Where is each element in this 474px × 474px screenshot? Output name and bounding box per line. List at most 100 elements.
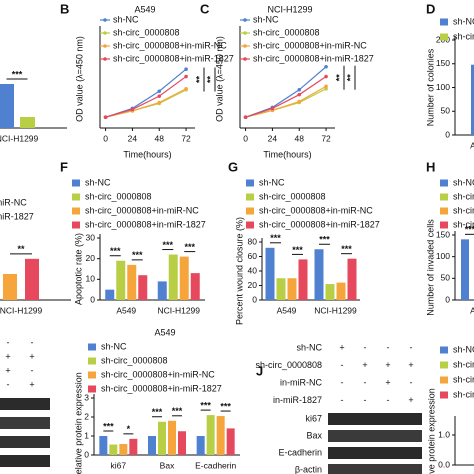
legend-label: sh-circ_0000808 bbox=[259, 191, 326, 201]
legend-label: sh-circ_0000808+in-miR-1827 bbox=[453, 389, 474, 399]
y-tick-label: 150 bbox=[436, 229, 450, 239]
sign: + bbox=[5, 365, 10, 375]
sign: + bbox=[29, 379, 34, 389]
bar bbox=[3, 274, 17, 300]
legend-swatch bbox=[440, 221, 448, 229]
y-tick-label: 0.0 bbox=[438, 459, 450, 469]
bar bbox=[226, 428, 235, 455]
annotation: ** bbox=[194, 75, 204, 83]
legend-swatch bbox=[243, 57, 247, 61]
line-series bbox=[245, 76, 327, 118]
bar bbox=[99, 436, 108, 455]
annotation: ** bbox=[345, 74, 355, 82]
x-tick-label: NCI-H1299 bbox=[157, 305, 200, 315]
bar bbox=[168, 420, 176, 455]
y-axis-label: Apoptotic rate (%) bbox=[73, 233, 83, 305]
legend-swatch bbox=[440, 376, 448, 384]
sign: - bbox=[31, 365, 34, 375]
bar bbox=[148, 436, 156, 455]
point bbox=[103, 115, 108, 120]
legend-swatch bbox=[440, 193, 448, 201]
sign: - bbox=[364, 342, 367, 352]
bar bbox=[157, 281, 167, 300]
legend-label: sh-circ_0000808+in-miR-NC bbox=[253, 40, 367, 50]
sign: - bbox=[387, 395, 390, 405]
legend-label: sh-circ_0000808+in-miR-NC bbox=[101, 369, 215, 379]
condition-label: in-miR-NC bbox=[280, 377, 322, 387]
sign: - bbox=[341, 360, 344, 370]
legend-label: sh-circ_0000808+in-miR-1827 bbox=[113, 53, 234, 63]
legend-swatch bbox=[440, 346, 448, 354]
bar bbox=[276, 278, 286, 300]
legend-swatch bbox=[246, 207, 254, 215]
bar bbox=[471, 64, 474, 135]
legend-swatch bbox=[246, 221, 254, 229]
y-tick-label: 80 bbox=[248, 236, 258, 246]
y-tick-label: 100 bbox=[436, 82, 450, 92]
y-axis-label: Relative protein expression bbox=[426, 388, 436, 474]
bar bbox=[0, 84, 14, 128]
point bbox=[297, 99, 302, 104]
sign: + bbox=[362, 360, 367, 370]
annotation: *** bbox=[162, 240, 173, 250]
point bbox=[184, 67, 188, 71]
line-series bbox=[105, 88, 187, 118]
annotation: *** bbox=[152, 407, 163, 417]
point bbox=[297, 92, 302, 97]
legend-swatch bbox=[440, 18, 448, 26]
legend-swatch bbox=[72, 193, 80, 201]
protein-label: β-actin bbox=[295, 464, 322, 474]
chart-title: A549 bbox=[154, 327, 175, 337]
x-tick-label: 48 bbox=[155, 133, 165, 143]
y-tick-label: 40 bbox=[248, 265, 258, 275]
x-tick-label: 72 bbox=[321, 133, 331, 143]
legend-swatch bbox=[440, 207, 448, 215]
bar bbox=[127, 264, 137, 300]
legend-label: sh-circ_0000808+in-miR-NC bbox=[259, 205, 373, 215]
legend-swatch bbox=[243, 31, 247, 35]
band bbox=[328, 430, 422, 442]
x-tick-label: A549 bbox=[470, 140, 474, 150]
legend-label: sh-NC bbox=[259, 177, 285, 187]
sign: + bbox=[5, 351, 10, 361]
legend-label: sh-NC bbox=[453, 344, 474, 354]
y-tick-label: 1 bbox=[84, 430, 89, 440]
x-tick-label: A549 bbox=[470, 305, 474, 315]
line-series bbox=[105, 76, 187, 118]
legend-label: sh-circ_0000808+in-miR-1827 bbox=[0, 211, 34, 221]
y-tick-label: 1.0 bbox=[438, 429, 450, 439]
legend-label: sh-circ_0000808+in-miR-NC bbox=[113, 40, 227, 50]
legend-label: sh-NC bbox=[453, 16, 474, 26]
y-axis-label: OD value (λ=450 nm) bbox=[74, 36, 84, 122]
bar bbox=[347, 258, 357, 300]
sign: + bbox=[408, 395, 413, 405]
bar bbox=[314, 249, 324, 300]
legend-label: sh-NC bbox=[113, 14, 139, 24]
legend-label: sh-circ_0000808+in-miR-NC bbox=[0, 197, 27, 207]
sign: - bbox=[31, 337, 34, 347]
y-axis-label: Percent wound closure (%) bbox=[234, 217, 244, 325]
band bbox=[328, 413, 422, 425]
bar bbox=[109, 444, 118, 455]
legend-swatch bbox=[440, 33, 448, 41]
legend-swatch bbox=[246, 179, 254, 187]
x-tick-label: NCI-H1299 bbox=[0, 133, 39, 143]
legend-swatch bbox=[440, 179, 448, 187]
bar bbox=[325, 284, 335, 300]
y-tick-label: 10 bbox=[86, 274, 96, 284]
sign: + bbox=[339, 342, 344, 352]
condition-label: sh-NC bbox=[296, 342, 322, 352]
point bbox=[184, 87, 188, 91]
y-axis-label: Number of invaded cells bbox=[425, 219, 435, 316]
y-tick-label: 0 bbox=[445, 294, 450, 304]
bar bbox=[298, 259, 308, 300]
bar bbox=[216, 416, 225, 455]
panel-label: B bbox=[60, 1, 69, 16]
chart-title: A549 bbox=[134, 4, 155, 14]
y-tick-label: 2 bbox=[84, 411, 89, 421]
bar bbox=[336, 282, 346, 300]
y-tick-label: 60 bbox=[248, 251, 258, 261]
sign: + bbox=[385, 377, 390, 387]
